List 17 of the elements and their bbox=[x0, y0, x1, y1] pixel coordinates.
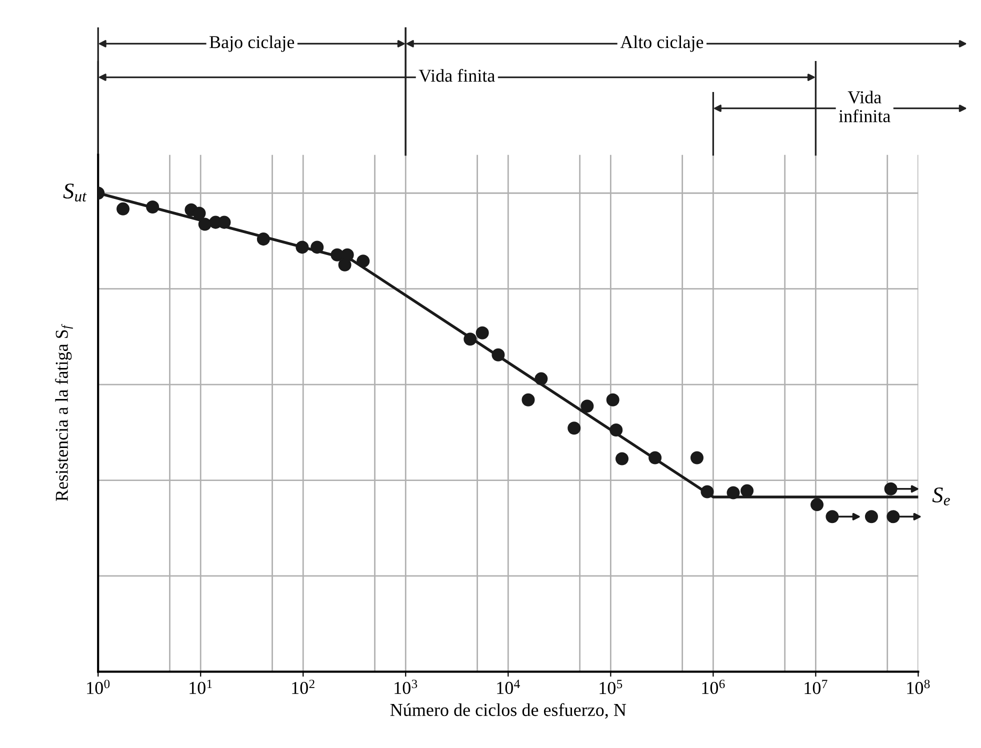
x-axis-title: Número de ciclos de esfuerzo, N bbox=[390, 703, 626, 719]
x-tick-label: 10$^{7}$ bbox=[804, 680, 828, 694]
annotation: S$_{ut}$ bbox=[63, 184, 87, 202]
x-tick-label: 10$^{2}$ bbox=[292, 680, 314, 694]
y-axis-title: Resistencia a la fatiga S$_{f}$ bbox=[55, 324, 73, 502]
text: Alto ciclaje bbox=[620, 36, 704, 52]
x-tick-label: 10$^{3}$ bbox=[394, 680, 418, 694]
x-tick-label: 10$^{1}$ bbox=[190, 680, 212, 694]
x-tick-label: 10$^{4}$ bbox=[497, 680, 520, 694]
text: Vida finita bbox=[418, 68, 495, 82]
text: Bajo ciclaje bbox=[210, 36, 294, 52]
annotation: S$_{e}$ bbox=[932, 487, 950, 506]
x-tick-label: 10$^{6}$ bbox=[702, 680, 725, 694]
x-tick-label: 10$^{0}$ bbox=[87, 680, 110, 694]
text: Vida infinita bbox=[838, 90, 890, 122]
x-tick-label: 10$^{5}$ bbox=[600, 680, 622, 694]
x-tick-label: 10$^{8}$ bbox=[907, 680, 930, 694]
